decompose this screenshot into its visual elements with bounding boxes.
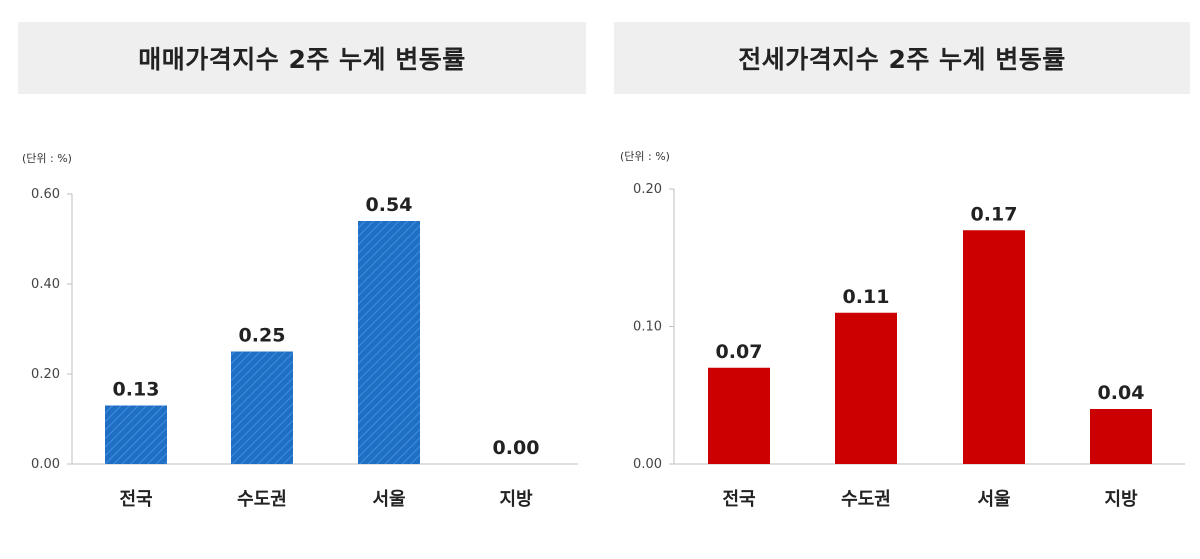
sale-price-category-label: 서울	[372, 489, 405, 510]
jeonse-price-chart-title: 전세가격지수 2주 누계 변동률	[738, 45, 1066, 74]
jeonse-price-value-label: 0.11	[843, 286, 890, 308]
sale-price-value-label: 0.00	[493, 437, 540, 459]
jeonse-price-y-tick-label: 0.00	[633, 457, 662, 472]
sale-price-value-label: 0.54	[366, 194, 413, 216]
sale-price-category-label: 지방	[499, 489, 533, 510]
jeonse-price-y-tick-label: 0.20	[633, 182, 662, 197]
sale-price-y-tick-label: 0.60	[31, 187, 60, 202]
jeonse-price-category-label: 지방	[1104, 489, 1138, 510]
sale-price-value-label: 0.25	[239, 325, 286, 347]
sale-price-category-label: 수도권	[237, 489, 287, 510]
jeonse-price-category-label: 서울	[977, 489, 1010, 510]
jeonse-price-title-box: 전세가격지수 2주 누계 변동률	[614, 22, 1190, 94]
jeonse-price-value-label: 0.04	[1098, 382, 1145, 404]
sale-price-y-tick-label: 0.40	[31, 277, 60, 292]
sale-price-y-tick-label: 0.20	[31, 367, 60, 382]
jeonse-price-value-label: 0.17	[971, 203, 1018, 225]
jeonse-price-category-label: 전국	[722, 489, 755, 510]
jeonse-price-bar-4	[1090, 409, 1152, 464]
sale-price-bar-3	[358, 221, 420, 464]
sale-price-chart-title: 매매가격지수 2주 누계 변동률	[138, 45, 466, 74]
sale-price-panel: 매매가격지수 2주 누계 변동률 (단위 : %)	[18, 22, 586, 165]
sale-price-unit-label: (단위 : %)	[22, 152, 72, 165]
sale-price-value-label: 0.13	[113, 379, 160, 401]
sale-price-bar-2	[231, 351, 293, 464]
jeonse-price-panel: 전세가격지수 2주 누계 변동률 (단위 : %)	[600, 0, 1200, 559]
sale-price-category-label: 전국	[119, 489, 152, 510]
jeonse-price-unit-label: (단위 : %)	[620, 150, 670, 163]
jeonse-price-value-label: 0.07	[716, 341, 763, 363]
jeonse-price-category-label: 수도권	[841, 489, 891, 510]
jeonse-price-bar-2	[835, 312, 897, 464]
jeonse-price-y-tick-label: 0.10	[633, 320, 662, 335]
sale-price-y-tick-label: 0.00	[31, 457, 60, 472]
sale-price-title-box: 매매가격지수 2주 누계 변동률	[18, 22, 586, 94]
jeonse-price-bar-3	[963, 230, 1025, 464]
jeonse-price-bar-1	[708, 367, 770, 464]
sale-price-bar-1	[105, 405, 167, 464]
